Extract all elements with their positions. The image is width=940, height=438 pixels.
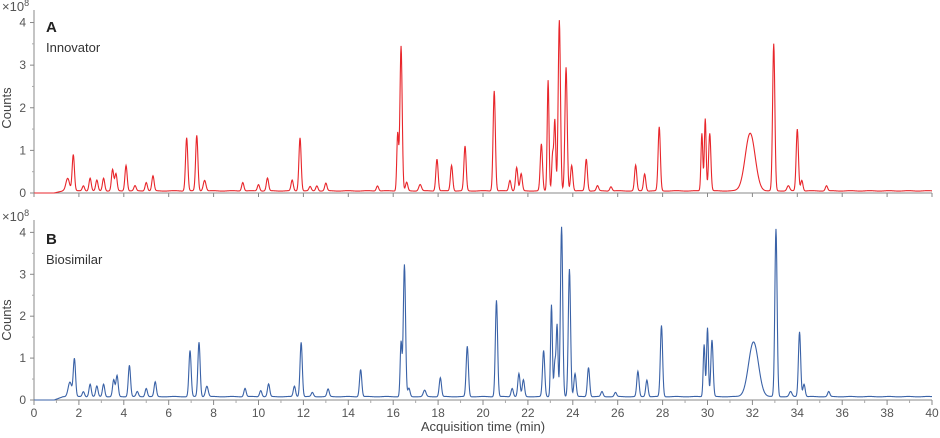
panel-b-multiplier-exp: 8: [24, 208, 29, 218]
x-tick-label: 26: [611, 406, 625, 420]
panel-b-ylabel: Counts: [0, 299, 14, 341]
x-tick-label: 0: [31, 406, 38, 420]
panel-a-y-tick-label: 4: [19, 16, 26, 30]
x-tick-label: 22: [521, 406, 535, 420]
x-tick-label: 12: [297, 406, 311, 420]
panel-b-series-label: Biosimilar: [46, 252, 103, 267]
x-tick-label: 32: [746, 406, 760, 420]
panel-b-y-tick-label: 1: [19, 351, 26, 365]
panel-b-y-tick-label: 2: [19, 309, 26, 323]
x-tick-label: 40: [925, 406, 939, 420]
panel-b-y-tick-label: 4: [19, 225, 26, 239]
panel-b-y-tick-label: 3: [19, 267, 26, 281]
panel-a-trace: [34, 20, 933, 194]
panel-a-multiplier: ×108: [2, 0, 29, 14]
x-tick-label: 18: [431, 406, 445, 420]
panel-b-multiplier-base: ×10: [2, 209, 24, 224]
x-tick-label: 34: [791, 406, 805, 420]
panel-b-y-tick-label: 0: [19, 393, 26, 407]
x-tick-label: 38: [880, 406, 894, 420]
x-tick-label: 24: [566, 406, 580, 420]
panel-a-y-tick-label: 3: [19, 58, 26, 72]
x-tick-label: 20: [476, 406, 490, 420]
panel-a-y-tick-label: 2: [19, 101, 26, 115]
panel-a-multiplier-base: ×10: [2, 0, 24, 14]
x-tick-label: 10: [252, 406, 266, 420]
panel-a-multiplier-exp: 8: [24, 0, 29, 8]
panel-b: ×108 B Biosimilar Counts 0 1 2 3 4: [0, 208, 933, 407]
x-tick-label: 8: [210, 406, 217, 420]
x-axis: 0 2 4 6 8 10 12 14 16 18 20 22 24 26 28 30 32 34 36 38 40: [31, 193, 939, 420]
x-tick-label: 4: [120, 406, 127, 420]
x-tick-label: 30: [701, 406, 715, 420]
panel-a-y-tick-label: 1: [19, 143, 26, 157]
panel-a: ×108 A Innovator Counts 0 1 2 3 4: [0, 0, 933, 200]
x-tick-label: 6: [165, 406, 172, 420]
panel-a-series-label: Innovator: [46, 40, 101, 55]
x-tick-label: 16: [387, 406, 401, 420]
panel-b-trace: [34, 226, 933, 401]
panel-b-multiplier: ×108: [2, 208, 29, 224]
x-tick-label: 14: [342, 406, 356, 420]
x-tick-label: 2: [76, 406, 83, 420]
panel-a-y-tick-label: 0: [19, 186, 26, 200]
panel-b-letter: B: [46, 231, 57, 248]
x-axis-label: Acquisition time (min): [421, 419, 545, 434]
x-tick-label: 36: [836, 406, 850, 420]
panel-a-ylabel: Counts: [0, 87, 14, 129]
panel-a-letter: A: [46, 19, 57, 36]
x-tick-label: 28: [656, 406, 670, 420]
panel-b-axes: 0 1 2 3 4: [19, 220, 932, 407]
